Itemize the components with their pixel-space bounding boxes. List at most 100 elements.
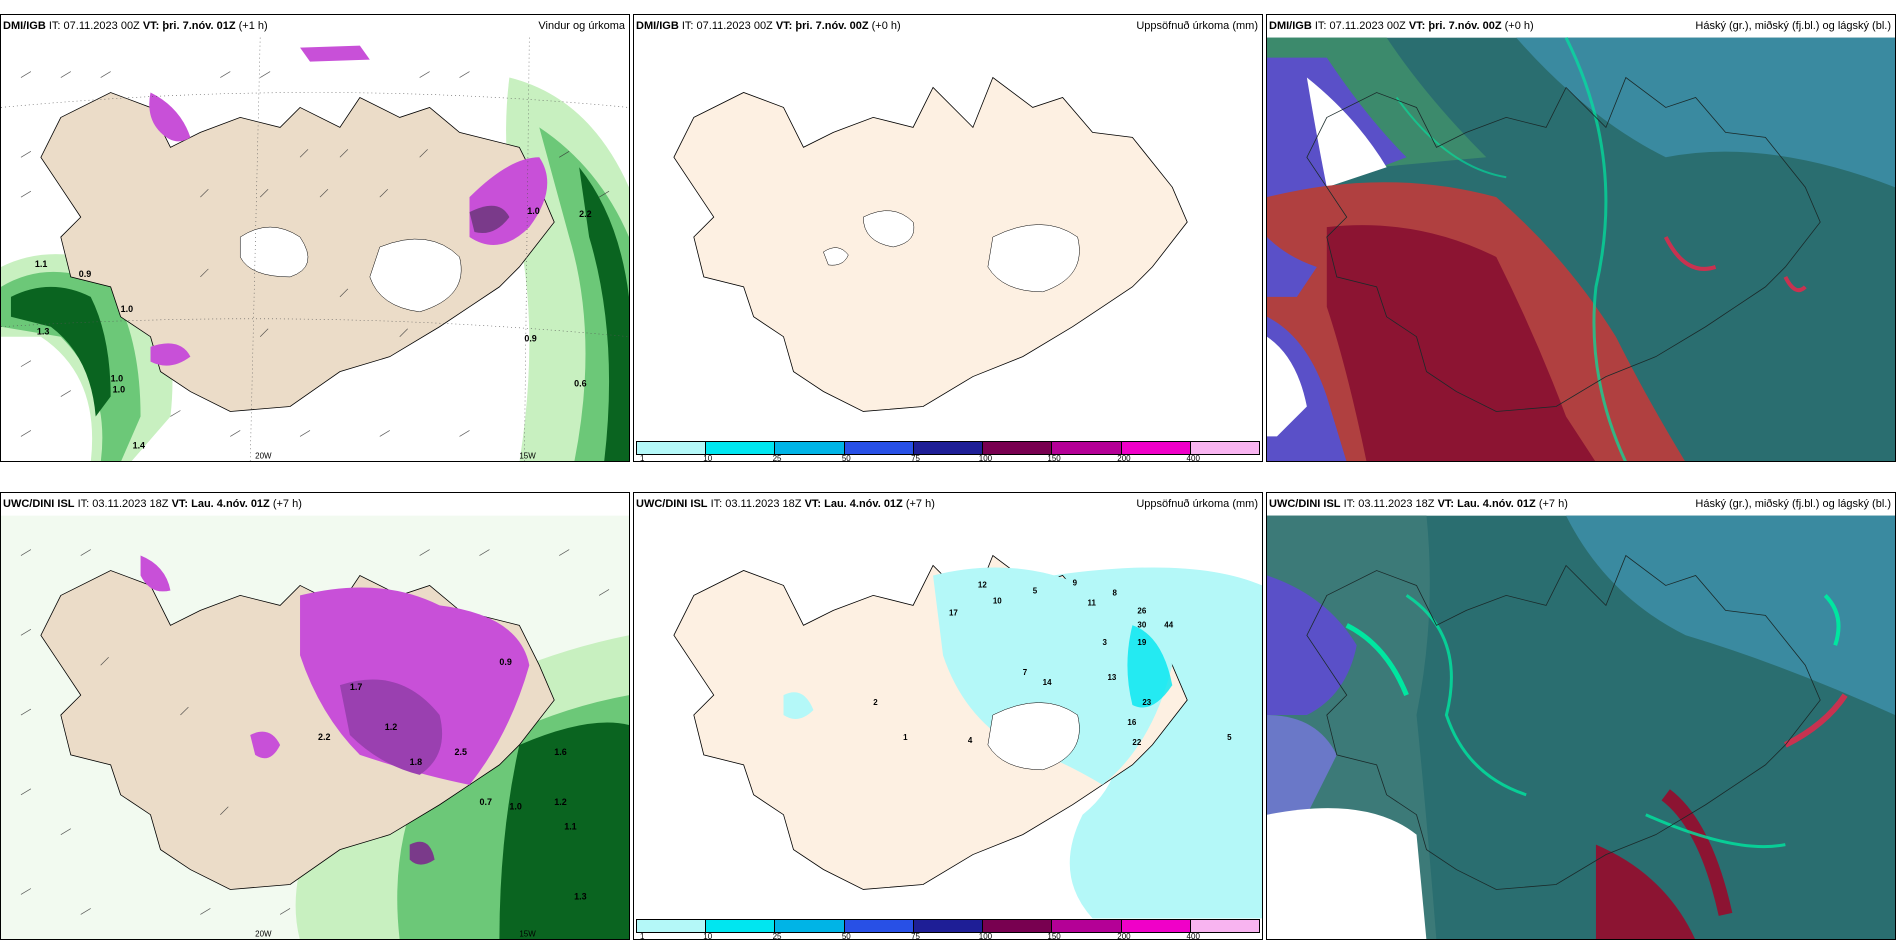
vt-label: VT:: [1408, 20, 1426, 32]
model-name: DMI/IGB: [636, 20, 679, 32]
accum-value: 17: [949, 608, 958, 617]
accum-value: 5: [1227, 733, 1232, 742]
panel-title: Vindur og úrkoma: [538, 20, 625, 32]
legend-tick: 200: [1117, 932, 1131, 940]
vt-label: VT:: [775, 20, 793, 32]
lon-label: 20W: [255, 929, 272, 938]
precip-value: 0.9: [524, 334, 536, 344]
accum-map: [634, 37, 1262, 441]
model-name: DMI/IGB: [3, 20, 46, 32]
panel-title: Háský (gr.), miðský (fj.bl.) og lágský (…: [1695, 498, 1891, 510]
accum-value: 3: [1103, 638, 1108, 647]
precip-value: 2.2: [579, 209, 591, 219]
model-name: DMI/IGB: [1269, 20, 1312, 32]
legend-tick: 100: [978, 454, 993, 462]
panel-title: Háský (gr.), miðský (fj.bl.) og lágský (…: [1695, 20, 1891, 32]
legend-tick: 10: [703, 932, 713, 940]
vt-label: VT:: [1437, 498, 1455, 510]
cloud-map: [1267, 37, 1895, 461]
lead-time: (+7 h): [1538, 498, 1568, 510]
lead-time: (+0 h): [871, 20, 901, 32]
valid-time: þri. 7.nóv. 00Z: [1428, 20, 1502, 32]
legend-ticks: 1 10 25 50 75 100 150 200 400: [636, 932, 1260, 940]
accum-value: 30: [1137, 620, 1146, 629]
accum-value: 16: [1127, 718, 1136, 727]
legend-bar: [636, 441, 1260, 455]
precip-value: 1.0: [121, 304, 133, 314]
lead-time: (+7 h): [905, 498, 935, 510]
legend-swatch: [706, 442, 776, 454]
legend-swatch: [1190, 920, 1259, 932]
precip-value: 0.6: [574, 379, 586, 389]
precip-value: 0.7: [479, 797, 491, 807]
cloud-map: [1267, 515, 1895, 939]
accum-value: 7: [1023, 668, 1028, 677]
it-label: IT:: [1314, 20, 1327, 32]
it-label: IT:: [681, 20, 694, 32]
accum-value: 26: [1137, 606, 1146, 615]
legend-tick: 25: [772, 454, 782, 462]
legend-ticks: 1 10 25 50 75 100 150 200 400: [636, 454, 1260, 462]
lon-label: 15W: [519, 929, 536, 938]
accum-value: 4: [968, 736, 973, 745]
legend-tick: 1: [640, 932, 645, 940]
precip-value: 1.2: [385, 722, 397, 732]
accum-value: 12: [978, 580, 987, 589]
legend-tick: 50: [841, 932, 851, 940]
precip-value: 1.6: [554, 747, 566, 757]
lead-time: (+0 h): [1504, 20, 1534, 32]
accum-value: 10: [993, 596, 1002, 605]
legend-tick: 100: [978, 932, 993, 940]
legend-swatch: [1190, 442, 1259, 454]
legend-tick: 1: [640, 454, 645, 462]
precip-value: 1.3: [37, 327, 49, 337]
precip-value: 1.1: [564, 822, 576, 832]
legend-swatch: [706, 920, 776, 932]
wind-map: 1.0 0.9 1.0 1.1 1.0 0.9 0.6 1.4 1.0 2.2 …: [1, 37, 629, 461]
wind-map: 1.2 2.2 1.7 2.5 0.7 1.2 1.1 1.0 1.3 1.6 …: [1, 515, 629, 939]
precip-value: 2.5: [455, 747, 467, 757]
init-time: 07.11.2023 00Z: [696, 20, 773, 32]
accum-map: 12 17 10 5 9 11 8 26 30 19 13 23 44 14 7…: [634, 515, 1262, 919]
legend-swatch: [637, 920, 707, 932]
legend-swatch: [913, 920, 984, 932]
legend-tick: 150: [1047, 932, 1061, 940]
legend-swatch: [775, 442, 845, 454]
precip-value: 1.0: [509, 802, 521, 812]
it-label: IT:: [77, 498, 90, 510]
precip-value: 1.4: [133, 440, 145, 450]
model-name: UWC/DINI ISL: [1269, 498, 1341, 510]
legend-swatch: [1052, 442, 1122, 454]
vt-label: VT:: [804, 498, 822, 510]
panel-title: Uppsöfnuð úrkoma (mm): [1136, 498, 1258, 510]
valid-time: Lau. 4.nóv. 01Z: [1457, 498, 1536, 510]
legend-swatch: [1121, 920, 1191, 932]
lead-time: (+7 h): [272, 498, 302, 510]
precip-legend: 1 10 25 50 75 100 150 200 400: [634, 917, 1262, 939]
panel-header: UWC/DINI ISL IT: 03.11.2023 18Z VT: Lau.…: [1, 493, 629, 515]
precip-value: 1.1: [35, 259, 47, 269]
model-name: UWC/DINI ISL: [636, 498, 708, 510]
legend-tick: 400: [1186, 932, 1200, 940]
lon-label: 20W: [255, 451, 272, 460]
it-label: IT:: [1343, 498, 1356, 510]
valid-time: Lau. 4.nóv. 01Z: [191, 498, 270, 510]
precip-value: 0.9: [79, 269, 91, 279]
accum-value: 11: [1088, 598, 1097, 607]
precip-value: 1.3: [574, 891, 586, 901]
legend-tick: 400: [1186, 454, 1200, 462]
legend-swatch: [983, 442, 1053, 454]
legend-swatch: [1052, 920, 1122, 932]
precip-value: 1.7: [350, 682, 362, 692]
lead-time: (+1 h): [238, 20, 268, 32]
init-time: 03.11.2023 18Z: [1358, 498, 1435, 510]
legend-tick: 200: [1117, 454, 1131, 462]
accum-value: 9: [1073, 578, 1078, 587]
legend-tick: 10: [703, 454, 713, 462]
accum-value: 23: [1142, 698, 1151, 707]
legend-tick: 75: [911, 932, 920, 940]
panel-accum-bottom: UWC/DINI ISL IT: 03.11.2023 18Z VT: Lau.…: [633, 492, 1263, 940]
accum-value: 14: [1043, 678, 1052, 687]
valid-time: þri. 7.nóv. 00Z: [795, 20, 869, 32]
panel-title: Uppsöfnuð úrkoma (mm): [1136, 20, 1258, 32]
